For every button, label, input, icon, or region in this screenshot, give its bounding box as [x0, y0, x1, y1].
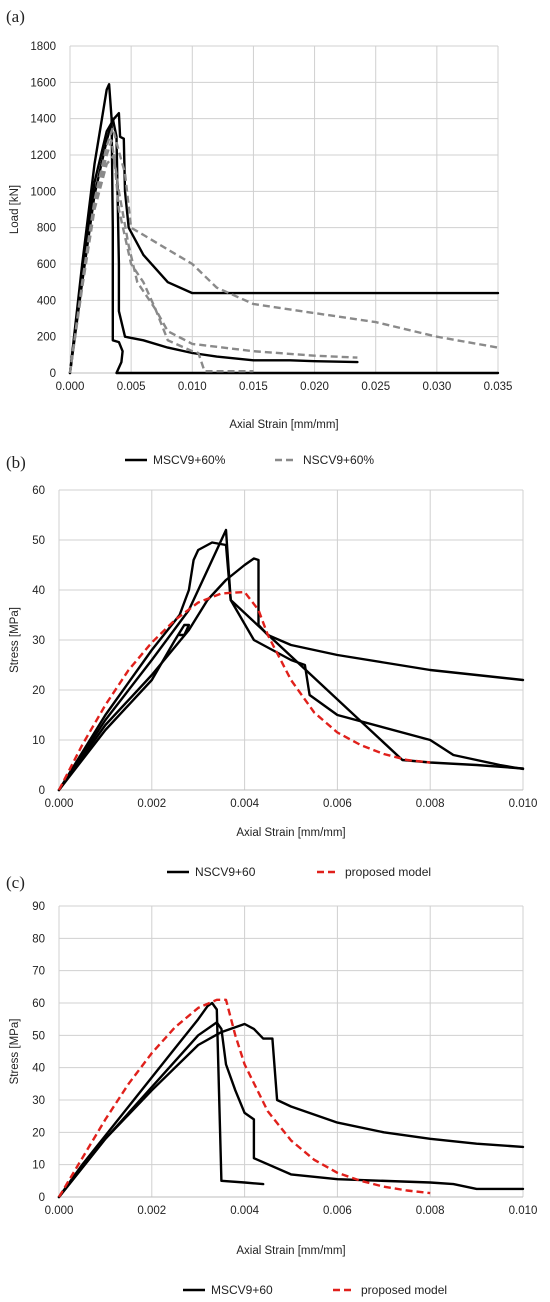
x-tick-label: 0.010: [509, 798, 538, 810]
series-line-proposed-model-3: [57, 998, 431, 1198]
y-tick-label: 60: [32, 998, 45, 1010]
y-tick-label: 200: [37, 332, 56, 344]
legend: MSCV9+60% NSCV9+60%: [125, 453, 374, 467]
panel-label: (c): [6, 873, 25, 892]
x-tick-label: 0.025: [361, 381, 390, 393]
y-tick-label: 800: [37, 223, 56, 235]
x-tick-label: 0.008: [416, 1205, 445, 1217]
panel-label: (b): [6, 453, 26, 472]
y-tick-label: 60: [32, 485, 45, 497]
series-line-nscv9-60-0: [57, 541, 525, 792]
legend-label: NSCV9+60: [195, 865, 256, 879]
legend-label: MSCV9+60%: [153, 453, 226, 467]
y-axis-title: Stress [MPa]: [9, 607, 21, 673]
x-axis-title: Axial Strain [mm/mm]: [229, 419, 338, 431]
y-tick-label: 50: [32, 1030, 45, 1042]
x-tick-label: 0.030: [422, 381, 451, 393]
y-tick-label: 1200: [30, 150, 56, 162]
legend: MSCV9+60 proposed model: [183, 1283, 447, 1297]
y-tick-label: 0: [39, 1192, 45, 1204]
x-axis-title: Axial Strain [mm/mm]: [236, 1245, 345, 1257]
series-line-mscv9-60-1: [57, 1021, 525, 1199]
series-line-nscv9-60--5: [68, 153, 254, 374]
y-tick-label: 400: [37, 295, 56, 307]
legend-label: MSCV9+60: [211, 1283, 273, 1297]
y-tick-label: 20: [32, 1127, 45, 1139]
y-tick-label: 30: [32, 1095, 45, 1107]
x-tick-label: 0.002: [137, 798, 166, 810]
series-line-mscv9-60--1: [68, 112, 500, 375]
series-line-nscv9-60-2: [57, 557, 525, 792]
y-tick-label: 600: [37, 259, 56, 271]
y-tick-label: 80: [32, 933, 45, 945]
legend: NSCV9+60 proposed model: [167, 865, 431, 879]
y-tick-label: 0: [39, 785, 45, 797]
x-tick-label: 0.010: [178, 381, 207, 393]
x-tick-label: 0.004: [230, 798, 259, 810]
y-tick-label: 1000: [30, 186, 56, 198]
y-tick-label: 10: [32, 735, 45, 747]
x-tick-label: 0.008: [416, 798, 445, 810]
chart-panel-b: (b) 0.000 0.002 0.004 0.006 0.008 0.010 0 10 20 30…: [6, 453, 537, 879]
series-line-nscv9-60-3: [57, 623, 191, 792]
x-tick-label: 0.002: [137, 1205, 166, 1217]
x-tick-label: 0.006: [323, 1205, 352, 1217]
y-tick-label: 10: [32, 1160, 45, 1172]
y-tick-label: 0: [50, 368, 56, 380]
chart-panel-a: (a) 0.000 0.005 0.010 0.015 0.020 0.025 0.030 0.…: [6, 7, 512, 467]
x-tick-label: 0.005: [117, 381, 146, 393]
x-tick-label: 0.035: [484, 381, 513, 393]
legend-label: proposed model: [361, 1283, 447, 1297]
panel-label: (a): [6, 7, 25, 26]
x-tick-label: 0.015: [239, 381, 268, 393]
x-tick-label: 0.000: [56, 381, 85, 393]
y-tick-label: 1400: [30, 114, 56, 126]
legend-label: NSCV9+60%: [303, 453, 374, 467]
x-tick-label: 0.006: [323, 798, 352, 810]
x-tick-label: 0.000: [45, 1205, 74, 1217]
y-tick-label: 1800: [30, 41, 56, 53]
y-tick-label: 40: [32, 585, 45, 597]
y-axis-title: Load [kN]: [9, 185, 21, 234]
series-line-nscv9-60--3: [68, 126, 499, 374]
series-line-nscv9-60-1: [57, 528, 525, 792]
series-line-mscv9-60-0: [57, 1001, 265, 1199]
x-tick-label: 0.000: [45, 798, 74, 810]
y-tick-label: 30: [32, 635, 45, 647]
y-tick-label: 40: [32, 1063, 45, 1075]
series-line-mscv9-60--2: [68, 117, 359, 375]
x-axis-title: Axial Strain [mm/mm]: [236, 827, 345, 839]
y-tick-label: 20: [32, 685, 45, 697]
y-axis-title: Stress [MPa]: [9, 1019, 21, 1085]
x-tick-label: 0.010: [509, 1205, 538, 1217]
x-tick-label: 0.004: [230, 1205, 259, 1217]
y-tick-label: 50: [32, 535, 45, 547]
series-line-mscv9-60--0: [68, 83, 500, 375]
y-tick-label: 70: [32, 966, 45, 978]
y-tick-label: 90: [32, 901, 45, 913]
x-tick-label: 0.020: [300, 381, 329, 393]
y-tick-label: 1600: [30, 77, 56, 89]
series-line-proposed-model-4: [57, 590, 431, 791]
chart-panel-c: (c) 0.000 0.002 0.004 0.006 0.008 0.010 0 10 20 30…: [6, 873, 537, 1297]
legend-label: proposed model: [345, 865, 431, 879]
series-line-mscv9-60-2: [57, 1022, 525, 1199]
